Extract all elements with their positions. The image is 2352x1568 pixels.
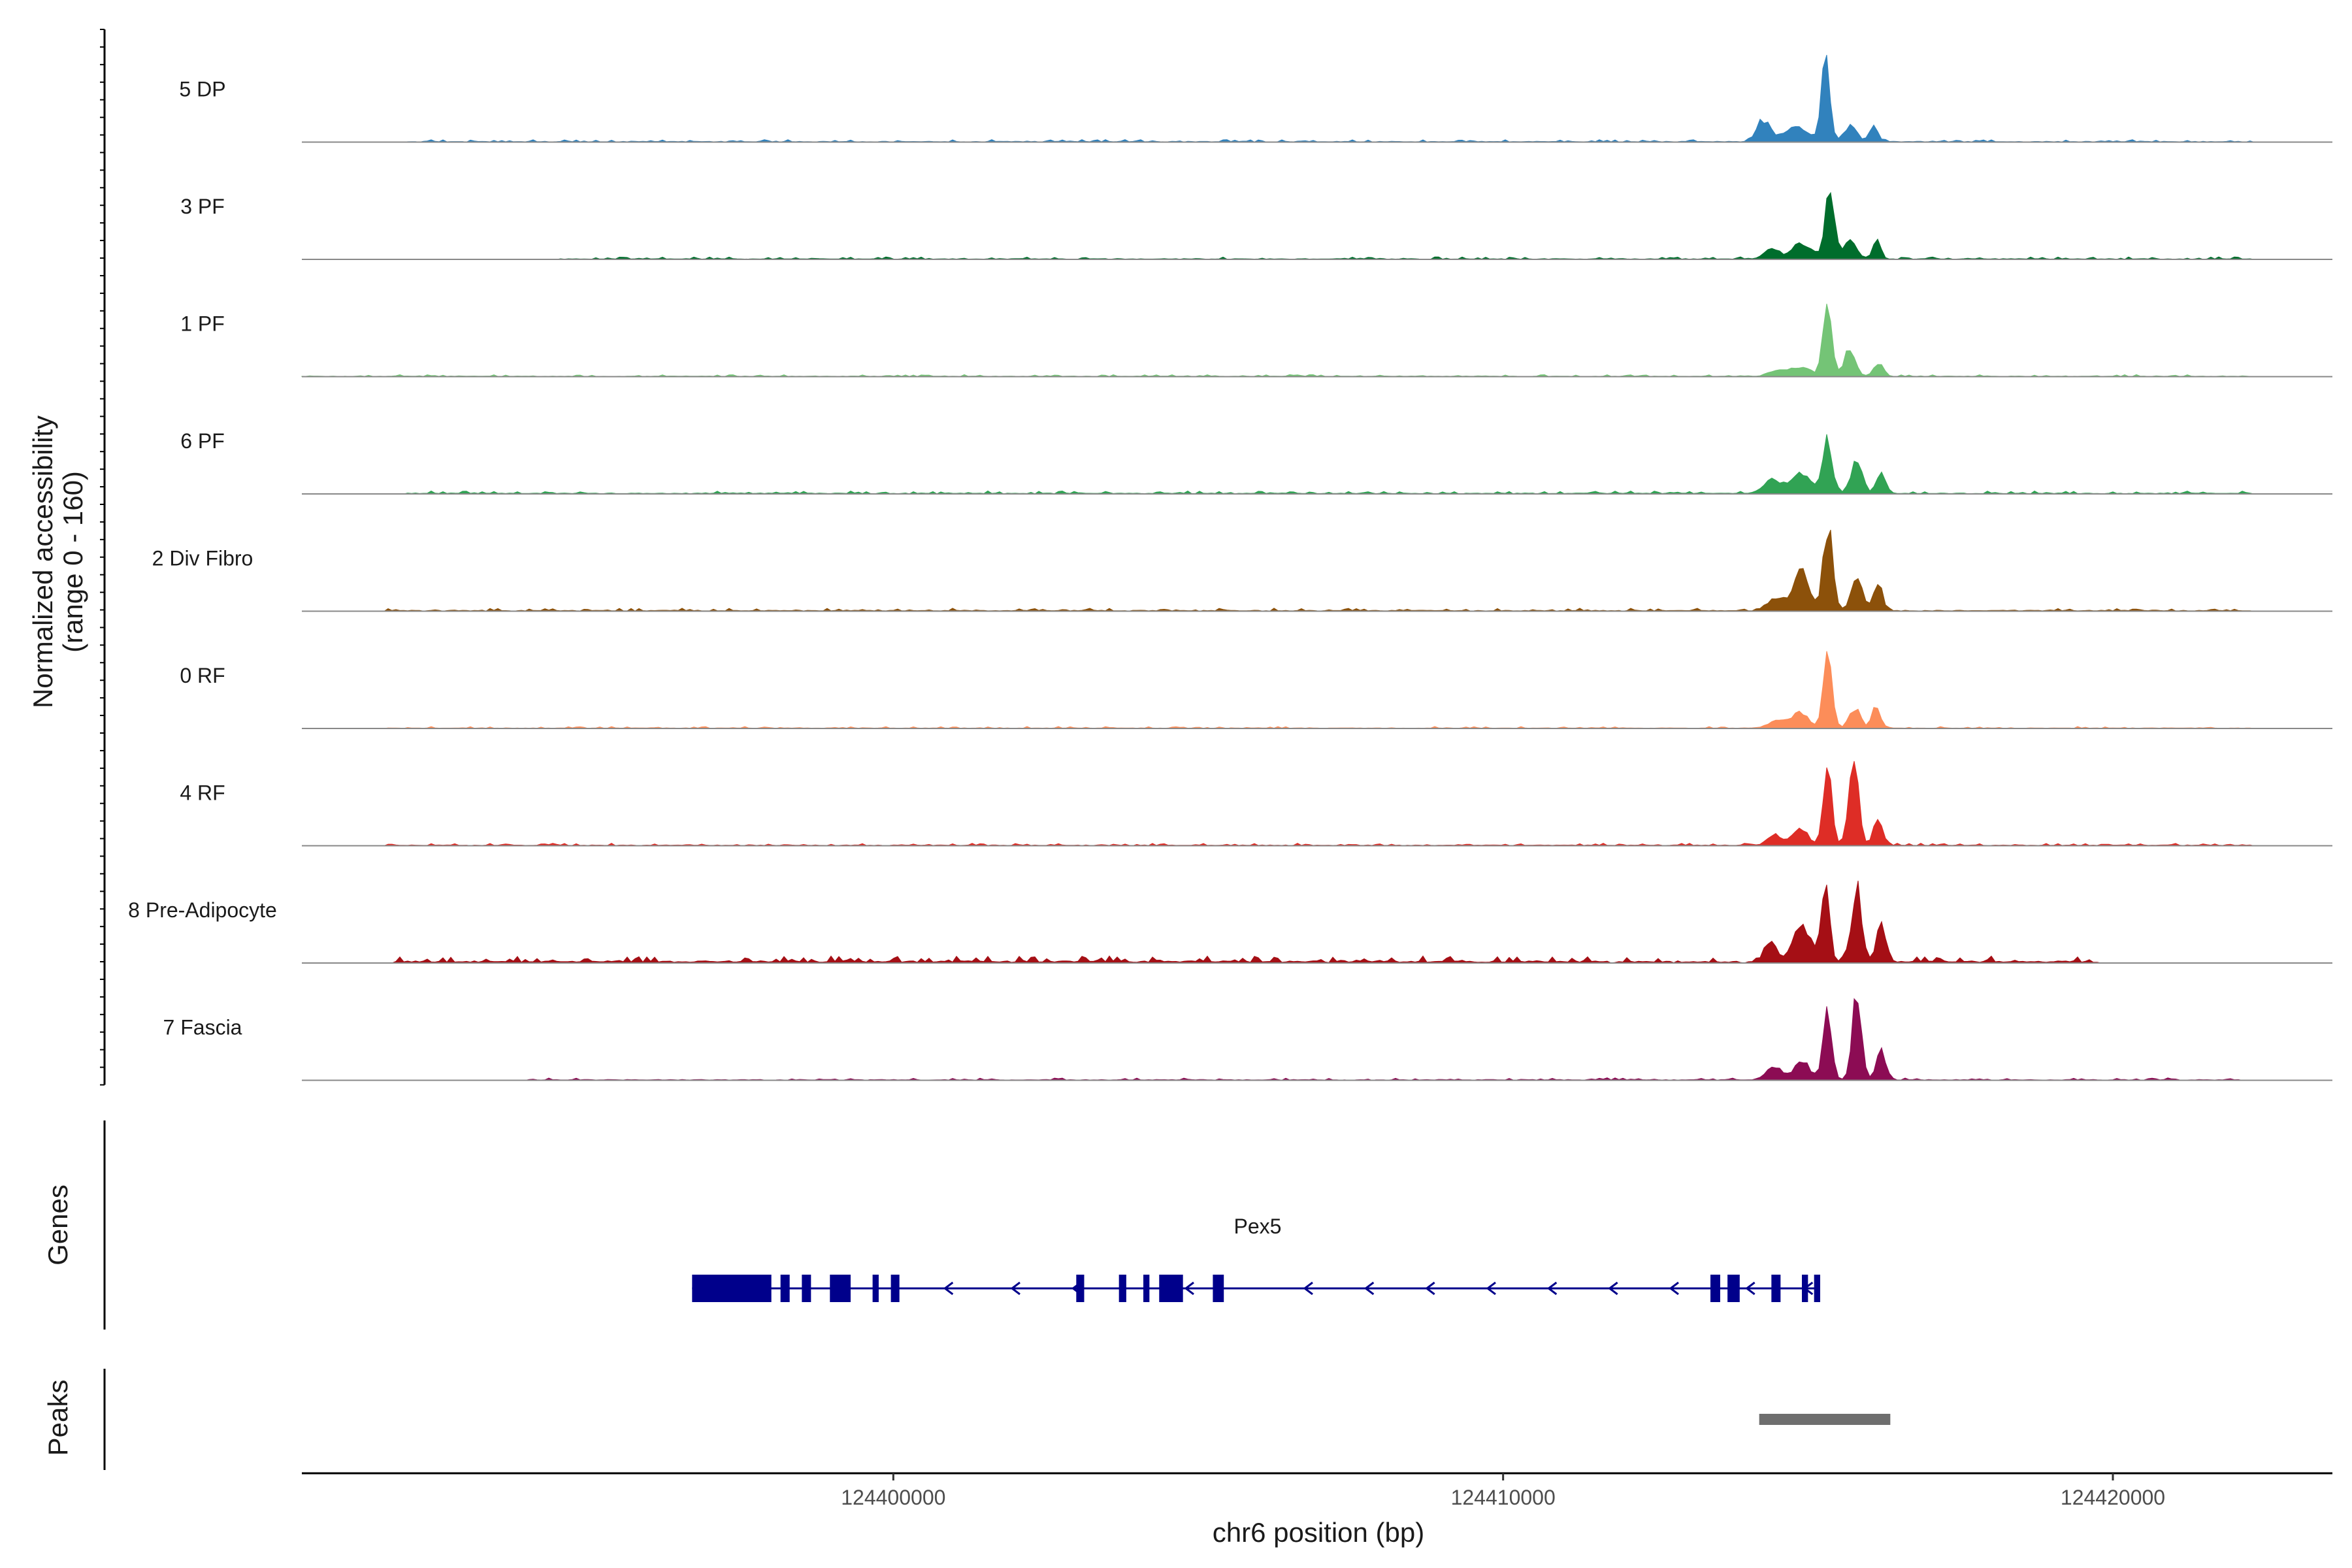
track-7: 8 Pre-Adipocyte — [128, 881, 2332, 964]
track-6: 4 RF — [180, 760, 2332, 847]
peak-region — [1759, 1414, 1891, 1425]
track-label: 7 Fascia — [163, 1016, 242, 1039]
track-3: 6 PF — [180, 429, 2332, 495]
track-label: 6 PF — [180, 429, 225, 453]
coverage-area-7 — [302, 881, 2332, 964]
gene-exon — [1710, 1275, 1720, 1302]
x-tick-label: 124400000 — [841, 1486, 945, 1509]
peaks-track-title: Peaks — [42, 1380, 73, 1456]
gene-exon — [1727, 1275, 1740, 1302]
strand-arrow — [1669, 1281, 1679, 1296]
track-label: 2 Div Fibro — [152, 547, 253, 570]
track-label: 5 DP — [179, 78, 225, 101]
coverage-area-2 — [301, 303, 2332, 378]
x-axis-title: chr6 position (bp) — [1213, 1517, 1425, 1548]
coverage-area-4 — [302, 529, 2332, 612]
gene-exon — [1771, 1275, 1781, 1302]
coverage-area-3 — [302, 434, 2332, 495]
gene-exon — [890, 1275, 900, 1302]
track-1: 3 PF — [180, 191, 2332, 260]
track-2: 1 PF — [180, 303, 2332, 378]
track-label: 4 RF — [180, 781, 225, 805]
track-label: 8 Pre-Adipocyte — [128, 898, 277, 922]
gene-exon — [830, 1275, 851, 1302]
gene-exon — [1213, 1275, 1224, 1302]
strand-arrow — [1803, 1281, 1814, 1296]
coverage-tracks: 5 DP 3 PF 1 PF 6 PF 2 Div Fibro 0 RF 4 RF 8 Pre… — [128, 55, 2332, 1081]
genes-track: Pex5 — [103, 1120, 1820, 1330]
strand-arrow — [1010, 1281, 1021, 1296]
coverage-area-0 — [302, 55, 2332, 143]
genes-track-title: Genes — [42, 1184, 73, 1266]
strand-arrow — [1745, 1281, 1756, 1296]
gene-exon — [802, 1275, 811, 1302]
coverage-area-5 — [302, 651, 2332, 729]
strand-arrow — [1486, 1281, 1496, 1296]
strand-arrow — [1546, 1281, 1558, 1296]
strand-arrow — [1071, 1281, 1082, 1296]
y-axis-subtitle: (range 0 - 160) — [57, 471, 88, 653]
gene-name-label: Pex5 — [1234, 1215, 1282, 1238]
strand-arrow — [1608, 1281, 1618, 1296]
track-label: 3 PF — [180, 195, 225, 218]
coverage-area-1 — [302, 191, 2332, 260]
x-tick-label: 124410000 — [1451, 1486, 1556, 1509]
track-0: 5 DP — [179, 55, 2332, 143]
gene-exon — [1159, 1275, 1183, 1302]
track-label: 0 RF — [180, 664, 225, 687]
gene-exon — [1076, 1275, 1085, 1302]
x-tick-label: 124420000 — [2061, 1486, 2165, 1509]
strand-arrow — [1184, 1281, 1194, 1296]
coverage-area-6 — [302, 760, 2332, 847]
gene-exon — [872, 1275, 879, 1302]
peaks-track — [103, 1369, 1891, 1470]
gene-exon — [1814, 1275, 1820, 1302]
track-8: 7 Fascia — [163, 998, 2332, 1081]
strand-arrow — [1364, 1281, 1375, 1296]
x-axis: 124400000 124410000 124420000 — [302, 1472, 2332, 1509]
gene-exon — [1119, 1275, 1126, 1302]
track-5: 0 RF — [180, 651, 2332, 729]
y-axis-title: Normalized accessibility — [27, 416, 58, 708]
coverage-area-8 — [302, 998, 2332, 1081]
strand-arrow — [1425, 1281, 1435, 1296]
gene-exon — [1143, 1275, 1150, 1302]
strand-arrow — [1303, 1281, 1313, 1296]
strand-arrow — [943, 1281, 954, 1296]
track-label: 1 PF — [180, 312, 225, 336]
gene-exon — [692, 1275, 772, 1302]
track-4: 2 Div Fibro — [152, 529, 2332, 612]
gene-exon — [780, 1275, 790, 1302]
y-axis — [100, 29, 106, 1086]
